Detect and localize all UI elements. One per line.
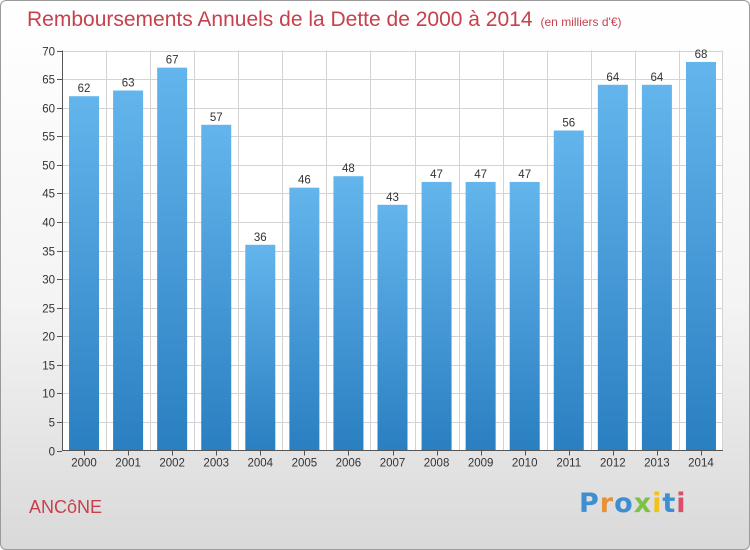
data-label: 56 <box>562 118 575 130</box>
unit-text: (en milliers d'€) <box>540 15 622 29</box>
y-tick-label: 45 <box>42 189 55 201</box>
y-tick-label: 5 <box>49 418 55 430</box>
labels: 0 5 10 15 20 25 30 35 40 45 50 55 60 65 70 62 2000 63 2001… <box>42 47 714 470</box>
logo-letter: t <box>662 488 677 519</box>
commune-name: ANCôNE <box>29 497 103 517</box>
y-tick-label: 50 <box>42 161 55 173</box>
x-tick-label: 2000 <box>71 458 97 470</box>
y-tick-label: 0 <box>49 447 55 459</box>
y-tick-label: 60 <box>42 104 55 116</box>
bar <box>509 181 540 451</box>
bars <box>69 61 716 451</box>
bar <box>597 84 628 451</box>
bar <box>553 130 584 451</box>
data-label: 64 <box>606 72 619 84</box>
x-tick-label: 2014 <box>688 458 714 470</box>
y-tick-label: 25 <box>42 304 55 316</box>
bar <box>377 204 408 451</box>
logo-letter: o <box>614 488 634 519</box>
y-tick-label: 30 <box>42 275 55 287</box>
data-label: 67 <box>166 55 179 67</box>
bar <box>685 61 716 451</box>
y-tick-label: 55 <box>42 132 55 144</box>
bar <box>641 84 672 451</box>
bar <box>245 244 276 451</box>
logo-letter: P <box>579 488 600 519</box>
data-label: 57 <box>210 112 223 124</box>
y-tick-label: 35 <box>42 247 55 259</box>
logo-letter: x <box>633 488 653 519</box>
x-tick-label: 2002 <box>159 458 185 470</box>
x-tick-label: 2006 <box>336 458 362 470</box>
x-tick-label: 2005 <box>292 458 318 470</box>
bar <box>465 181 496 451</box>
bar <box>69 96 100 451</box>
y-tick-label: 10 <box>42 389 55 401</box>
logo-letter: r <box>599 488 615 519</box>
data-label: 36 <box>254 232 267 244</box>
logo-letter: i <box>652 488 663 519</box>
x-tick-label: 2012 <box>600 458 626 470</box>
proxiti-logo: Proxiti <box>579 488 687 519</box>
data-label: 48 <box>342 163 355 175</box>
x-tick-label: 2004 <box>248 458 274 470</box>
x-tick-label: 2010 <box>512 458 538 470</box>
logo-letter: i <box>676 488 687 519</box>
data-label: 62 <box>78 83 91 95</box>
x-tick-label: 2008 <box>424 458 450 470</box>
data-label: 47 <box>430 169 443 181</box>
axes <box>57 50 723 456</box>
data-label: 47 <box>518 169 531 181</box>
y-tick-label: 20 <box>42 332 55 344</box>
bar <box>421 181 452 451</box>
y-tick-label: 70 <box>42 47 55 59</box>
y-tick-label: 65 <box>42 75 55 87</box>
bar <box>333 176 364 451</box>
x-tick-label: 2011 <box>556 458 581 470</box>
y-tick-label: 40 <box>42 218 55 230</box>
data-label: 64 <box>651 72 664 84</box>
data-label: 68 <box>695 49 708 61</box>
x-tick-label: 2007 <box>380 458 406 470</box>
x-tick-label: 2009 <box>468 458 494 470</box>
x-tick-label: 2013 <box>644 458 670 470</box>
chart-title: Remboursements Annuels de la Dette de 20… <box>27 8 622 32</box>
bar <box>157 67 188 451</box>
bar <box>113 90 144 451</box>
x-tick-label: 2003 <box>203 458 229 470</box>
data-label: 47 <box>474 169 487 181</box>
bar <box>289 187 320 451</box>
y-tick-label: 15 <box>42 361 55 373</box>
title-text: Remboursements Annuels de la Dette de 20… <box>27 8 533 31</box>
data-label: 63 <box>122 78 135 90</box>
data-label: 46 <box>298 175 311 187</box>
data-label: 43 <box>386 192 399 204</box>
x-tick-label: 2001 <box>115 458 141 470</box>
bar <box>201 124 232 451</box>
